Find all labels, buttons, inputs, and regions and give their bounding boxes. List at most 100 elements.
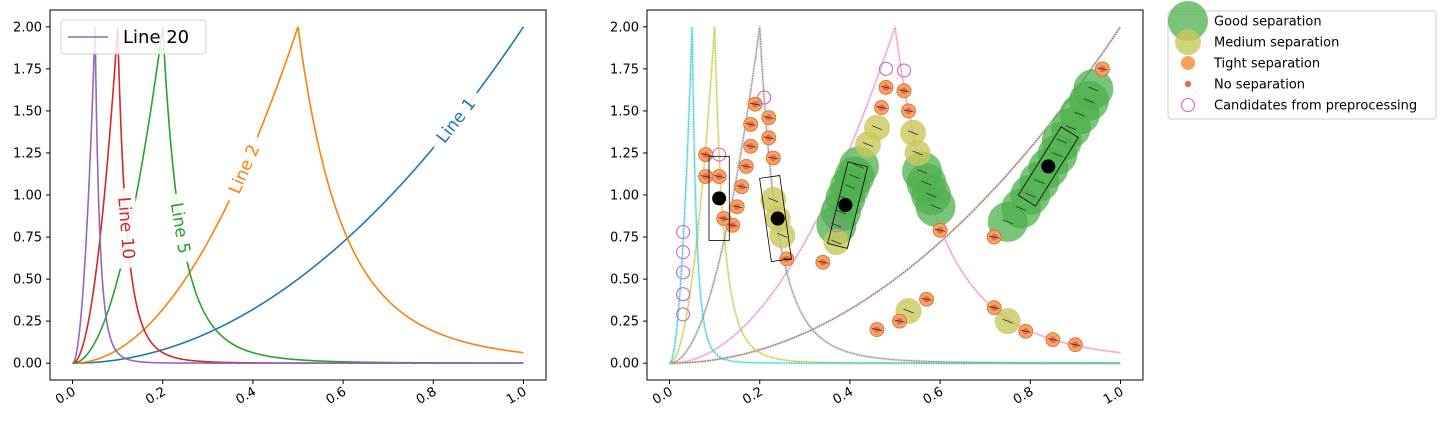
y-tick-label: 2.00 [610, 20, 639, 35]
legend-frame [60, 19, 207, 55]
inline-label-line-2: Line 2 [219, 132, 268, 205]
x-tick-label: 0.0 [650, 384, 675, 407]
label-anchor-dot [770, 211, 785, 226]
tick-mark [853, 164, 865, 169]
x-tick-label: 0.2 [143, 384, 168, 407]
tick-mark [1070, 343, 1081, 347]
x-tick-label: 0.0 [53, 384, 78, 407]
y-tick-label: 1.25 [610, 146, 639, 161]
tick-mark [871, 328, 883, 331]
tick-mark [1052, 152, 1063, 158]
y-tick-label: 1.00 [610, 189, 639, 204]
tick-mark [777, 232, 788, 238]
series-line-4 [72, 26, 524, 364]
candidate-marker [676, 265, 691, 280]
tick-mark [903, 308, 914, 314]
tick-mark [745, 144, 756, 148]
x-tick-label: 1.0 [504, 384, 529, 407]
tick-mark [700, 153, 711, 157]
tick-mark [1047, 338, 1058, 342]
tick-mark [750, 102, 761, 106]
tick-mark [925, 192, 937, 198]
legend-swatch [1184, 80, 1192, 88]
tick-mark [831, 222, 842, 228]
tick-mark [768, 197, 779, 203]
y-tick-label: 1.75 [13, 62, 42, 77]
label-anchor-dot [838, 198, 853, 213]
tick-mark [912, 150, 923, 156]
legend-entry: Candidates from preprocessing [1214, 99, 1417, 114]
tick-mark [817, 260, 828, 264]
y-tick-label: 1.00 [13, 189, 42, 204]
tick-mark [989, 306, 1000, 310]
y-tick-label: 1.50 [610, 104, 639, 119]
tick-mark [876, 106, 887, 109]
inline-label-line-5: Line 5 [164, 192, 198, 264]
series-line-5 [72, 26, 524, 364]
candidate-marker [878, 61, 894, 76]
x-tick-label: 0.4 [830, 384, 855, 407]
y-tick-label: 1.25 [13, 146, 42, 161]
legend-swatch [1175, 29, 1201, 55]
x-tick-label: 0.2 [740, 384, 765, 407]
candidate-marker [676, 224, 691, 240]
y-tick-label: 0.50 [13, 273, 42, 288]
y-tick-label: 0.00 [13, 357, 42, 372]
tick-mark [921, 180, 932, 186]
y-tick-label: 0.25 [610, 315, 639, 330]
inline-label-line-1: Line 1 [425, 86, 486, 155]
left-legend: Line 20 [60, 19, 207, 55]
tick-mark [1065, 125, 1077, 131]
tick-mark [732, 205, 743, 209]
x-tick-label: 0.6 [921, 384, 946, 407]
tick-mark [1056, 138, 1067, 144]
tick-mark [989, 235, 1000, 239]
tick-mark [1020, 329, 1031, 333]
candidate-marker [829, 218, 844, 233]
x-tick-label: 0.8 [1011, 384, 1036, 407]
tick-mark [1083, 98, 1095, 104]
y-tick-label: 0.25 [13, 315, 42, 330]
legend-swatch [1180, 97, 1196, 113]
tick-mark [907, 130, 919, 136]
right-legend: Good separation Medium separation Tight se… [1167, 1, 1437, 120]
plot-area [72, 26, 525, 364]
tick-mark [1088, 86, 1099, 92]
tick-mark [1002, 219, 1013, 225]
legend-entry: Tight separation [1213, 57, 1320, 72]
series-line [669, 26, 1121, 364]
series-halo [668, 26, 1121, 365]
tick-mark [1034, 179, 1045, 184]
candidate-marker [676, 287, 691, 302]
series-line-1 [72, 26, 525, 364]
tick-mark [898, 89, 910, 93]
tick-mark [763, 116, 774, 120]
tick-mark [781, 257, 792, 261]
y-tick-label: 2.00 [13, 20, 42, 35]
inline-label-text: Line 5 [166, 201, 194, 255]
tick-mark [1025, 192, 1036, 198]
x-tick-label: 0.8 [414, 384, 439, 407]
left-chart: Line 1 Line 2 Line 5 Line 10 0.00 0.25 0.50 0.7… [13, 9, 547, 408]
y-tick-label: 1.50 [13, 104, 42, 119]
tick-mark [835, 209, 847, 215]
legend-frame [1167, 10, 1437, 120]
legend-entry: Medium separation [1214, 36, 1339, 51]
x-tick-label: 0.6 [324, 384, 349, 407]
label-box [1017, 126, 1079, 207]
legend-entry: No separation [1214, 78, 1305, 93]
tick-mark [736, 185, 747, 188]
series-line [669, 26, 1121, 364]
series-line [669, 26, 1121, 364]
candidate-marker [757, 90, 772, 105]
legend-entry: Line 20 [123, 27, 189, 48]
tick-mark [714, 175, 725, 178]
y-tick-label: 1.75 [610, 62, 639, 77]
x-tick-label: 1.0 [1101, 384, 1126, 407]
plot-area [668, 26, 1122, 365]
tick-mark [894, 319, 905, 323]
tick-mark [763, 136, 774, 140]
tick-mark [880, 85, 892, 89]
candidate-marker [712, 147, 727, 162]
